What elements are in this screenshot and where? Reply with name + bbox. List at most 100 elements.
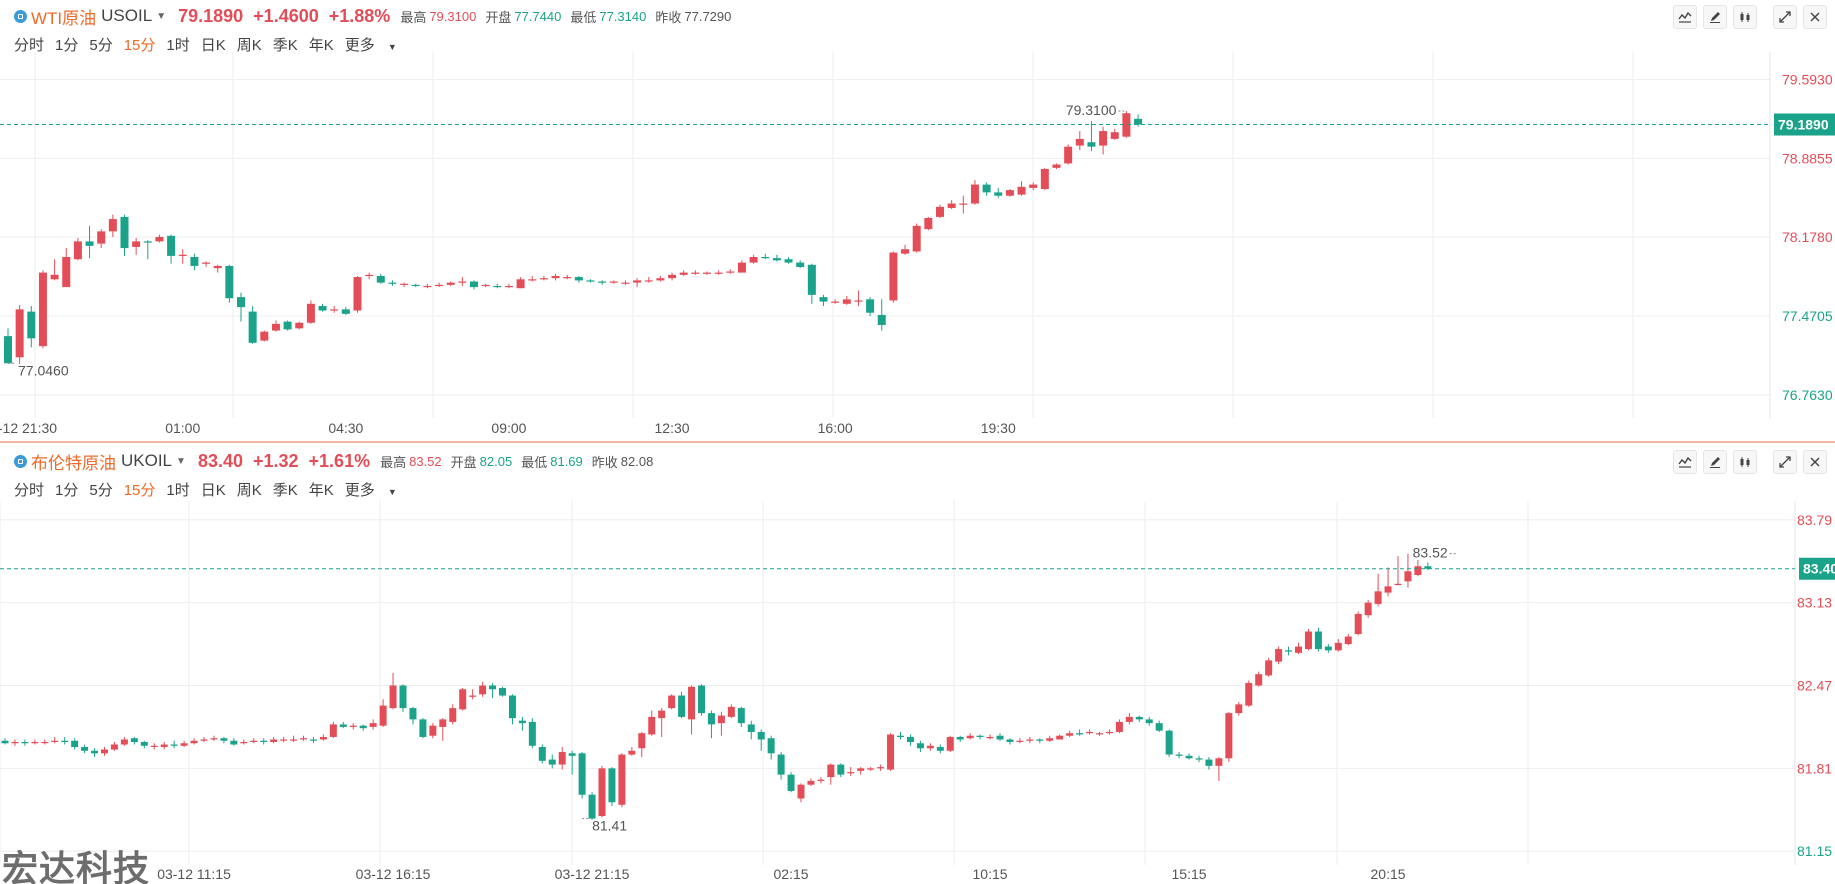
close-icon[interactable] xyxy=(1803,450,1827,474)
period-tab[interactable]: 年K xyxy=(308,37,334,54)
period-tab[interactable]: 日K xyxy=(200,37,226,54)
candle-body xyxy=(1145,719,1153,724)
chevron-down-icon[interactable]: ▼ xyxy=(156,10,167,22)
last-price-tag-label: 79.1890 xyxy=(1778,117,1829,133)
period-tab[interactable]: 1时 xyxy=(166,482,190,499)
chart-toolbar xyxy=(1667,450,1827,474)
candle xyxy=(309,736,317,744)
symbol-code[interactable]: UKOIL xyxy=(121,451,173,470)
candle xyxy=(190,738,198,745)
candle-body xyxy=(588,794,596,819)
candle xyxy=(1384,567,1392,597)
candle-body xyxy=(1275,649,1283,662)
period-tabs: 分时 1分 5分 15分 1时 日K 周K 季K 年K 更多 ▼ xyxy=(14,34,419,55)
period-tab[interactable]: 1分 xyxy=(55,37,79,54)
period-tab-active[interactable]: 15分 xyxy=(123,482,156,499)
candle-body xyxy=(41,741,49,744)
candle xyxy=(190,253,199,271)
period-tab[interactable]: 季K xyxy=(272,482,298,499)
candle-body xyxy=(1185,755,1193,759)
indicator-icon[interactable] xyxy=(1673,5,1697,29)
candle-body xyxy=(1017,186,1026,195)
candle-body xyxy=(376,275,385,283)
candle-body xyxy=(429,725,437,736)
candle-body xyxy=(847,772,855,774)
candle-body xyxy=(1099,131,1108,146)
candle xyxy=(1155,720,1163,732)
period-tab[interactable]: 年K xyxy=(308,482,334,499)
period-tab[interactable]: 1时 xyxy=(166,37,190,54)
candle-body xyxy=(837,764,845,775)
x-tick-label: 16:00 xyxy=(818,420,853,436)
candle xyxy=(458,277,467,286)
candle-body xyxy=(936,206,944,217)
more-periods-button[interactable]: 更多 ▼ xyxy=(345,479,408,500)
candle xyxy=(493,283,502,289)
candle xyxy=(120,214,129,256)
chevron-down-icon[interactable]: ▼ xyxy=(176,455,186,467)
candle xyxy=(538,744,546,764)
candle-body xyxy=(982,184,991,193)
period-tab[interactable]: 1分 xyxy=(55,482,79,499)
candle-body xyxy=(889,252,898,301)
candle xyxy=(757,729,765,751)
candle-body xyxy=(574,277,583,281)
panel-divider[interactable] xyxy=(0,441,1835,443)
draw-icon[interactable] xyxy=(1703,5,1727,29)
indicator-icon[interactable] xyxy=(1673,450,1697,474)
candle xyxy=(399,684,407,712)
period-tab[interactable]: 周K xyxy=(236,37,262,54)
candle-body xyxy=(737,708,745,724)
period-tab-active[interactable]: 15分 xyxy=(123,37,156,54)
candle-body xyxy=(598,281,607,283)
period-tab[interactable]: 周K xyxy=(236,482,262,499)
candle xyxy=(994,187,1003,198)
wti-candlestick-chart[interactable]: 79.5930 78.8855 78.1780 77.4705 76.7630 03-12… xyxy=(0,0,1835,443)
candle xyxy=(1404,553,1412,588)
symbol-name[interactable]: WTI原油 xyxy=(31,8,97,28)
candle xyxy=(240,739,248,745)
candle xyxy=(796,260,805,269)
expand-icon[interactable] xyxy=(1773,5,1797,29)
candle xyxy=(130,736,138,745)
candle xyxy=(213,264,222,273)
candle-body xyxy=(353,277,362,311)
period-tab[interactable]: 分时 xyxy=(14,482,45,499)
close-icon[interactable] xyxy=(1803,5,1827,29)
candle xyxy=(784,257,793,264)
change-percent: +1.61% xyxy=(308,450,371,471)
chart-type-icon[interactable] xyxy=(1733,450,1757,474)
candle-body xyxy=(81,747,89,751)
symbol-code[interactable]: USOIL xyxy=(101,6,153,25)
period-tab[interactable]: 季K xyxy=(272,37,298,54)
draw-icon[interactable] xyxy=(1703,450,1727,474)
period-tab[interactable]: 5分 xyxy=(89,482,113,499)
chart-type-icon[interactable] xyxy=(1733,5,1757,29)
candle-body xyxy=(901,249,910,254)
period-tab[interactable]: 日K xyxy=(200,482,226,499)
open-value: 77.7440 xyxy=(514,8,562,24)
expand-icon[interactable] xyxy=(1773,450,1797,474)
candle xyxy=(61,736,69,745)
candle xyxy=(1275,646,1283,665)
candle-body xyxy=(309,739,317,741)
candle-body xyxy=(887,734,895,770)
candle xyxy=(578,752,586,799)
candle-body xyxy=(1115,721,1123,732)
candle xyxy=(1414,559,1422,577)
candle xyxy=(679,270,688,276)
brent-candlestick-chart[interactable]: 83.79 83.13 82.47 81.81 81.15 03-12 11:15 03-1… xyxy=(0,445,1835,884)
period-tab[interactable]: 分时 xyxy=(14,37,45,54)
candle xyxy=(586,279,595,283)
candle-body xyxy=(306,303,315,323)
candle xyxy=(1064,144,1073,165)
candle xyxy=(200,736,208,742)
candle-body xyxy=(926,745,934,749)
symbol-name[interactable]: 布伦特原油 xyxy=(31,453,116,473)
period-tab[interactable]: 5分 xyxy=(89,37,113,54)
candle xyxy=(807,263,816,304)
prev-close-label: 昨收 xyxy=(591,454,618,470)
candle-body xyxy=(38,272,47,347)
candle xyxy=(423,283,432,289)
more-periods-button[interactable]: 更多 ▼ xyxy=(345,34,408,55)
